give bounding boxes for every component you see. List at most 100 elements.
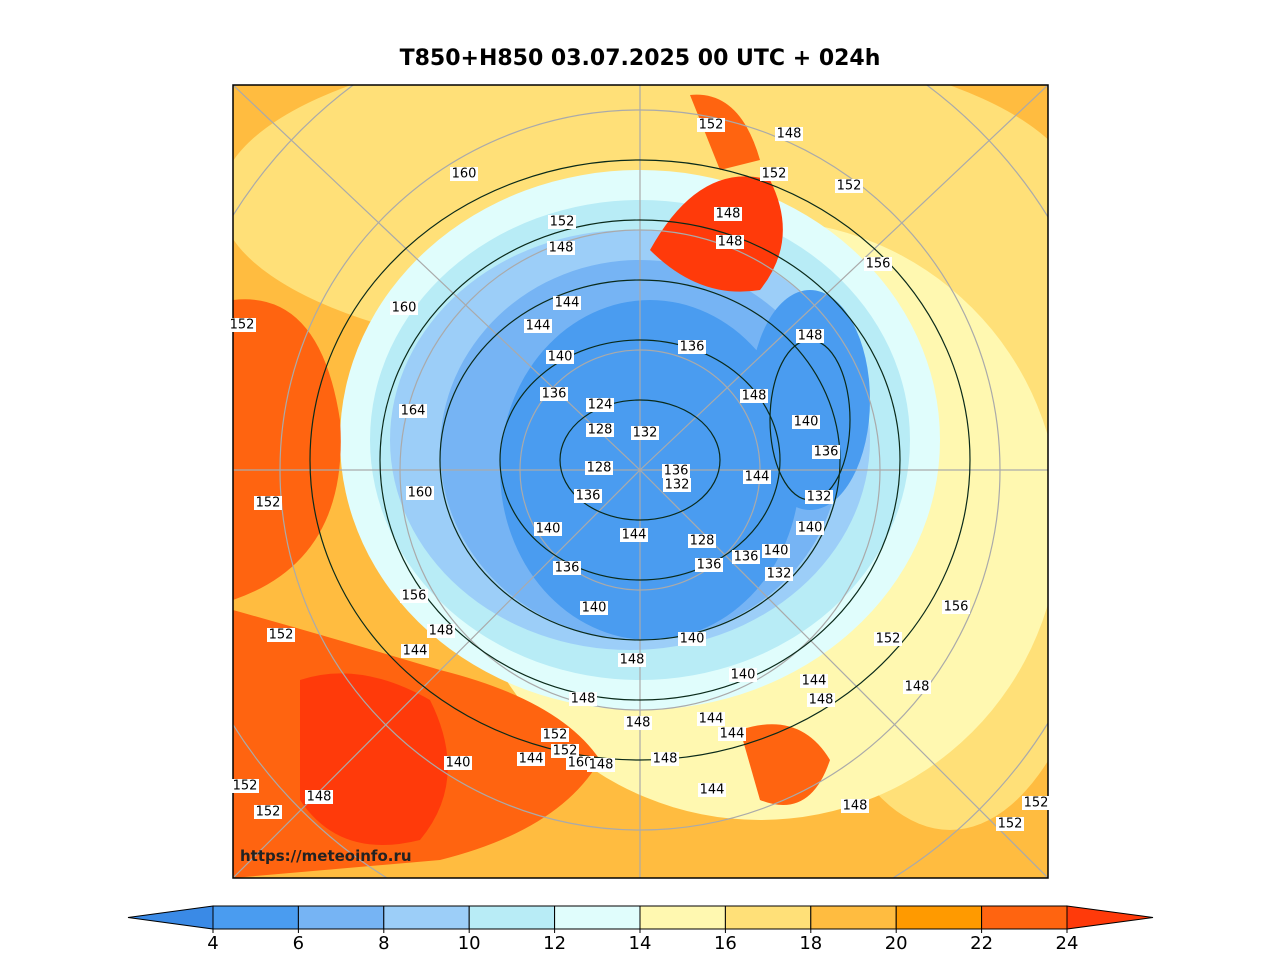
label-bg bbox=[792, 415, 820, 429]
label-bg bbox=[517, 752, 545, 766]
label-bg bbox=[762, 544, 790, 558]
contour-label: 152 bbox=[233, 779, 258, 794]
contour-label: 148 bbox=[777, 127, 802, 142]
contour-label: 152 bbox=[256, 496, 281, 511]
label-bg bbox=[678, 632, 706, 646]
colorbar-under bbox=[127, 905, 214, 930]
label-bg bbox=[697, 118, 725, 132]
contour-label: 136 bbox=[542, 387, 567, 402]
contour-label: 152 bbox=[269, 628, 294, 643]
colorbar-bin bbox=[724, 905, 812, 930]
contour-label: 148 bbox=[626, 716, 651, 731]
contour-label: 152 bbox=[837, 179, 862, 194]
label-bg bbox=[400, 589, 428, 603]
contour-label: 136 bbox=[814, 445, 839, 460]
label-bg bbox=[450, 167, 478, 181]
colorbar-bin bbox=[554, 905, 641, 930]
label-bg bbox=[574, 489, 602, 503]
label-bg bbox=[874, 632, 902, 646]
contour-label: 148 bbox=[620, 653, 645, 668]
label-bg bbox=[254, 496, 282, 510]
contour-label: 144 bbox=[403, 644, 428, 659]
label-bg bbox=[406, 486, 434, 500]
contour-label: 140 bbox=[798, 521, 823, 536]
label-bg bbox=[835, 179, 863, 193]
contour-label: 156 bbox=[402, 589, 427, 604]
label-bg bbox=[586, 398, 614, 412]
label-bg bbox=[548, 215, 576, 229]
contour-label: 152 bbox=[543, 728, 568, 743]
contour-label: 148 bbox=[429, 624, 454, 639]
contour-label: 148 bbox=[716, 207, 741, 222]
label-bg bbox=[775, 127, 803, 141]
contour-label: 152 bbox=[550, 215, 575, 230]
label-bg bbox=[524, 319, 552, 333]
map: https://meteoinfo.ru bbox=[233, 85, 1048, 878]
label-bg bbox=[996, 817, 1024, 831]
label-bg bbox=[732, 550, 760, 564]
label-bg bbox=[401, 644, 429, 658]
area bbox=[650, 176, 783, 292]
contour-label: 128 bbox=[690, 534, 715, 549]
label-bg bbox=[903, 680, 931, 694]
label-bg bbox=[800, 674, 828, 688]
label-bg bbox=[662, 464, 690, 478]
contour-label: 140 bbox=[536, 522, 561, 537]
label-bg bbox=[796, 521, 824, 535]
label-bg bbox=[624, 716, 652, 730]
colorbar-tick-label: 22 bbox=[970, 933, 993, 954]
contour-label: 160 bbox=[452, 167, 477, 182]
contour-label: 148 bbox=[307, 790, 332, 805]
contour-label: 144 bbox=[622, 528, 647, 543]
label-bg bbox=[743, 470, 771, 484]
area bbox=[300, 673, 448, 845]
contour-label: 144 bbox=[802, 674, 827, 689]
contour-label: 136 bbox=[576, 489, 601, 504]
colorbar-tick-label: 12 bbox=[543, 933, 566, 954]
label-bg bbox=[618, 653, 646, 667]
colorbar-tick-label: 14 bbox=[629, 933, 652, 954]
colorbar-tick-label: 6 bbox=[293, 933, 304, 954]
contour-label: 148 bbox=[571, 692, 596, 707]
contour-label: 148 bbox=[905, 680, 930, 695]
area bbox=[233, 299, 341, 600]
label-bg bbox=[427, 624, 455, 638]
contour-label: 152 bbox=[256, 805, 281, 820]
contour-label: 152 bbox=[1024, 796, 1049, 811]
contour-label: 136 bbox=[555, 561, 580, 576]
label-bg bbox=[678, 340, 706, 354]
label-bg bbox=[718, 727, 746, 741]
label-bg bbox=[231, 779, 259, 793]
contour-label: 148 bbox=[549, 241, 574, 256]
watermark: https://meteoinfo.ru bbox=[240, 847, 412, 865]
label-bg bbox=[812, 445, 840, 459]
contour-label: 132 bbox=[807, 490, 832, 505]
label-bg bbox=[695, 558, 723, 572]
contour-label: 164 bbox=[401, 404, 426, 419]
colorbar-tick-label: 16 bbox=[714, 933, 737, 954]
map-frame bbox=[232, 84, 1049, 879]
colorbar-over bbox=[1066, 905, 1154, 930]
label-bg bbox=[534, 522, 562, 536]
contour-label: 140 bbox=[446, 756, 471, 771]
contour-label: 152 bbox=[553, 744, 578, 759]
label-bg bbox=[697, 712, 725, 726]
label-bg bbox=[540, 387, 568, 401]
contour-label: 160 bbox=[408, 486, 433, 501]
label-bg bbox=[553, 561, 581, 575]
colorbar-bin bbox=[981, 905, 1068, 930]
label-bg bbox=[716, 235, 744, 249]
contour-label: 144 bbox=[720, 727, 745, 742]
label-bg bbox=[580, 601, 608, 615]
label-bg bbox=[740, 389, 768, 403]
area bbox=[690, 94, 760, 170]
contour-label: 136 bbox=[680, 340, 705, 355]
contour-label: 140 bbox=[582, 601, 607, 616]
contour-label: 160 bbox=[568, 756, 593, 771]
contour-label: 132 bbox=[665, 478, 690, 493]
colorbar-tick-label: 10 bbox=[458, 933, 481, 954]
contour-label: 140 bbox=[548, 350, 573, 365]
contour-label: 148 bbox=[742, 389, 767, 404]
